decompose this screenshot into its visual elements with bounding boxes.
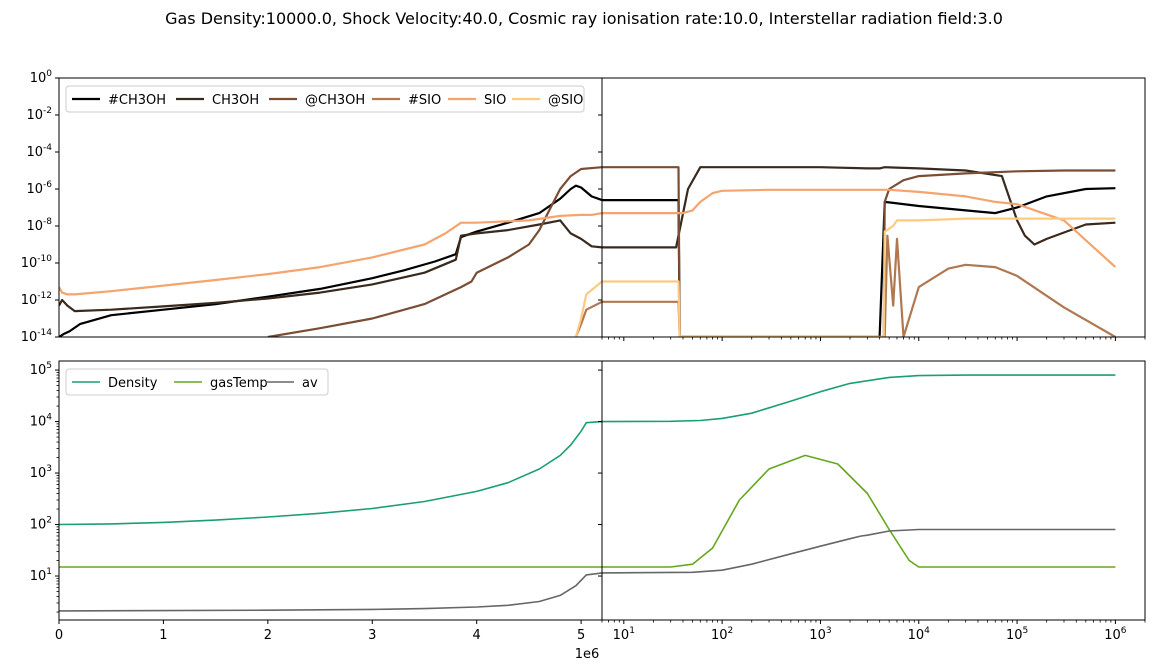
series-line-ch3oh (602, 187, 1116, 337)
y-tick-label: 104 (30, 413, 53, 430)
x-tick-label: 103 (809, 626, 831, 643)
y-tick-label: 101 (30, 567, 52, 584)
series-line-sio (602, 188, 1117, 268)
series-line-sio (59, 212, 602, 296)
legend-item-sio: @SIO (512, 93, 583, 108)
y-tick-label: 105 (30, 361, 52, 378)
legend-box (65, 85, 585, 113)
bottom-left-axes: 101 102 103 104 105 0 1 2 3 4 5 1e6 Density gasTemp… (30, 360, 603, 662)
bottom-left-legend: Density gasTemp av (65, 368, 329, 396)
series-line-density (602, 374, 1116, 423)
x-tick-label: 106 (1104, 626, 1127, 643)
series-line-ch3oh (59, 219, 602, 313)
y-tick-label: 10-12 (21, 291, 52, 308)
series-line-sio (602, 217, 1116, 337)
legend-label: SIO (484, 93, 506, 108)
legend-item-density: Density (72, 376, 158, 391)
bottom-left-x-ticks: 0 1 2 3 4 5 1e6 (55, 620, 599, 662)
y-tick-label: 10-2 (26, 106, 52, 123)
figure-title: Gas Density:10000.0, Shock Velocity:40.0… (165, 9, 1003, 28)
legend-item-ch3oh: @CH3OH (269, 93, 365, 108)
series-line-ch3oh (59, 184, 602, 337)
x-tick-label: 0 (55, 628, 63, 643)
legend-label: gasTemp (210, 376, 268, 391)
legend-item-ch3oh: #CH3OH (72, 93, 166, 108)
series-line-gastemp (602, 454, 1116, 568)
bottom-right-frame (601, 360, 1146, 621)
series-line-ch3oh (602, 166, 1116, 249)
top-right-frame (601, 77, 1146, 338)
top-left-lines (59, 166, 602, 337)
series-line-sio (574, 280, 602, 337)
bottom-left-y-ticks: 101 102 103 104 105 (30, 361, 59, 613)
x-tick-label: 3 (368, 628, 376, 643)
y-tick-label: 10-6 (26, 180, 52, 197)
x-tick-label: 101 (613, 626, 635, 643)
top-right-lines (602, 166, 1117, 337)
legend-item-sio: SIO (448, 93, 506, 108)
top-left-frame (58, 77, 603, 338)
top-left-y-ticks: 10-14 10-12 10-10 10-8 10-6 10-4 10-2 100 (21, 69, 59, 345)
legend-item-gastemp: gasTemp (174, 376, 268, 391)
legend-label: av (302, 376, 318, 391)
bottom-right-lines (602, 374, 1116, 574)
x-tick-label: 104 (908, 626, 931, 643)
y-tick-label: 10-4 (26, 143, 52, 160)
series-line-av (602, 528, 1116, 574)
x-offset-label: 1e6 (575, 647, 600, 662)
x-tick-label: 1 (159, 628, 167, 643)
top-left-axes: 10-14 10-12 10-10 10-8 10-6 10-4 10-2 100 #CH3O… (21, 69, 603, 345)
series-line-ch3oh (267, 166, 602, 337)
top-left-legend: #CH3OH CH3OH @CH3OH #SIO SIO @SIO (65, 85, 585, 113)
y-tick-label: 103 (30, 464, 52, 481)
legend-label: #CH3OH (108, 93, 166, 108)
bottom-left-lines (59, 420, 602, 612)
legend-label: @SIO (548, 93, 583, 108)
legend-item-ch3oh: CH3OH (176, 93, 259, 108)
bottom-left-frame (58, 360, 603, 621)
legend-item-sio: #SIO (372, 93, 441, 108)
x-tick-label: 105 (1006, 626, 1028, 643)
y-tick-label: 100 (30, 69, 53, 86)
x-tick-label: 4 (473, 628, 481, 643)
bottom-right-axes: 101 102 103 104 105 106 (598, 360, 1146, 643)
legend-label: #SIO (408, 93, 441, 108)
top-right-axes (598, 77, 1146, 341)
series-line-sio (602, 234, 1116, 337)
series-line-av (59, 572, 602, 612)
legend-item-av: av (266, 376, 318, 391)
y-tick-label: 102 (30, 516, 52, 533)
x-tick-label: 5 (577, 628, 585, 643)
x-tick-label: 2 (264, 628, 272, 643)
legend-label: @CH3OH (305, 93, 365, 108)
series-line-density (59, 420, 602, 526)
y-tick-label: 10-8 (26, 217, 52, 234)
legend-label: Density (108, 376, 158, 391)
y-tick-label: 10-10 (21, 254, 53, 271)
legend-label: CH3OH (212, 93, 259, 108)
top-right-x-ticks (601, 337, 1146, 341)
x-tick-label: 102 (711, 626, 733, 643)
y-tick-label: 10-14 (21, 328, 53, 345)
bottom-right-x-ticks: 101 102 103 104 105 106 (601, 620, 1146, 643)
